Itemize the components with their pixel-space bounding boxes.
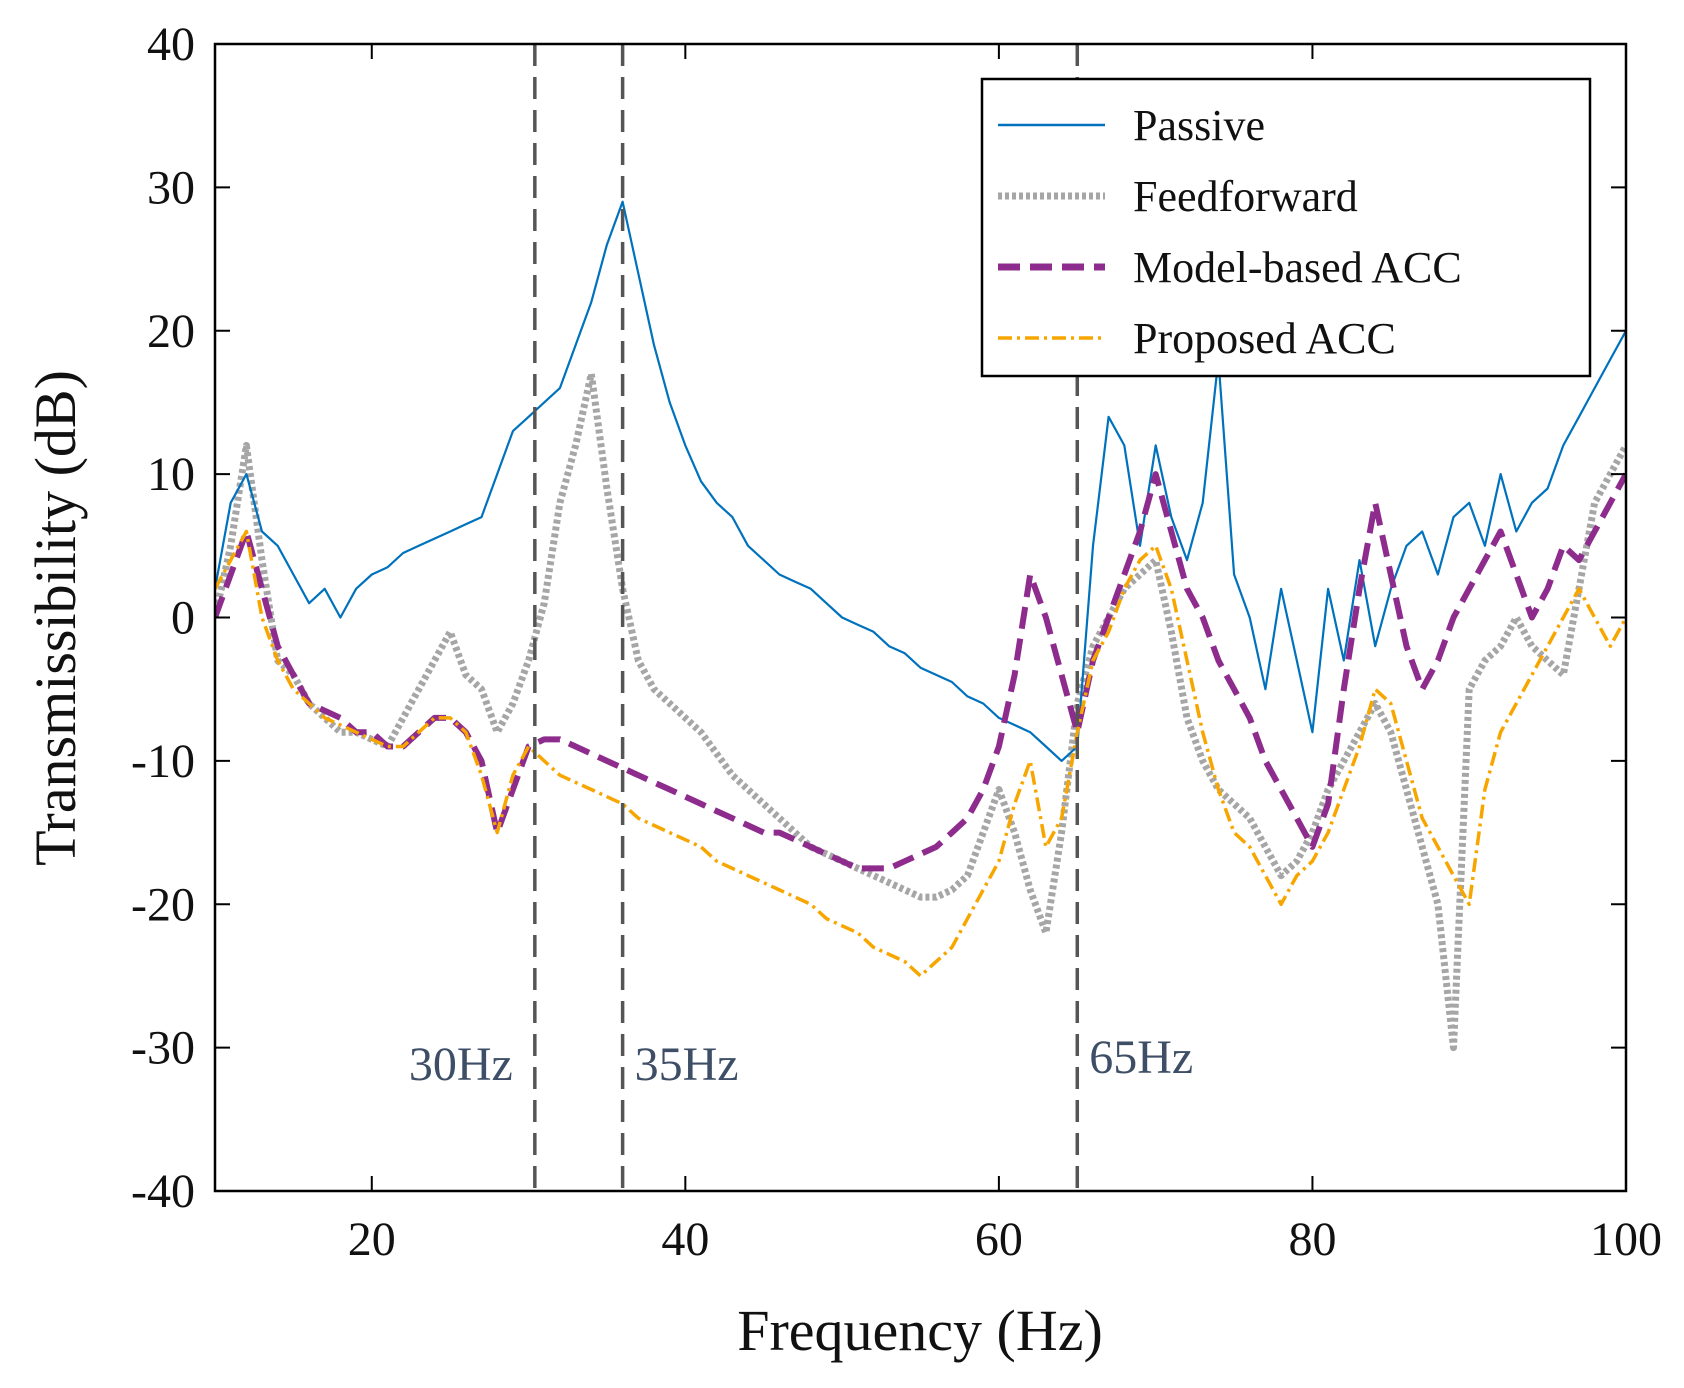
x-tick-label: 40 (661, 1213, 709, 1266)
series-line-proposed-acc (215, 529, 1626, 978)
y-tick-label: 20 (147, 305, 195, 358)
y-tick-label: 10 (147, 448, 195, 501)
legend-box (980, 77, 1592, 378)
vertical-marker-label: 65Hz (1089, 1031, 1193, 1084)
y-tick-label: -30 (131, 1022, 195, 1075)
y-tick-label: 0 (171, 592, 195, 645)
tick-layer: 20 40 60 80 100 -40 -30 -20 -10 0 10 20 30 40 (131, 18, 1662, 1266)
vertical-marker-label: 30Hz (409, 1038, 513, 1091)
legend: Passive Feedforward Model-based ACC Prop… (980, 77, 1592, 378)
x-tick-label: 60 (975, 1213, 1023, 1266)
y-tick-label: 40 (147, 18, 195, 71)
x-tick-label: 100 (1590, 1213, 1662, 1266)
vertical-marker-label: 35Hz (635, 1038, 739, 1091)
series-line-feedforward (215, 370, 1626, 1052)
legend-label-proposed-acc: Proposed ACC (1133, 314, 1396, 363)
x-tick-label: 20 (348, 1213, 396, 1266)
legend-label-passive: Passive (1133, 101, 1265, 150)
y-tick-label: -10 (131, 735, 195, 788)
y-tick-label: 30 (147, 161, 195, 214)
x-tick-label: 80 (1288, 1213, 1336, 1266)
vertical-marker-layer: 30Hz 35Hz 65Hz (409, 44, 1193, 1191)
y-tick-label: -20 (131, 878, 195, 931)
series-layer (215, 200, 1626, 1052)
x-axis-title: Frequency (Hz) (737, 1298, 1103, 1363)
y-tick-label: -40 (131, 1165, 195, 1218)
series-line-model-based-acc (215, 471, 1626, 872)
y-axis-title: Transmissibility (dB) (23, 370, 88, 866)
series-line-passive (215, 200, 1626, 763)
legend-label-feedforward: Feedforward (1133, 172, 1358, 221)
legend-label-model-based-acc: Model-based ACC (1133, 243, 1462, 292)
